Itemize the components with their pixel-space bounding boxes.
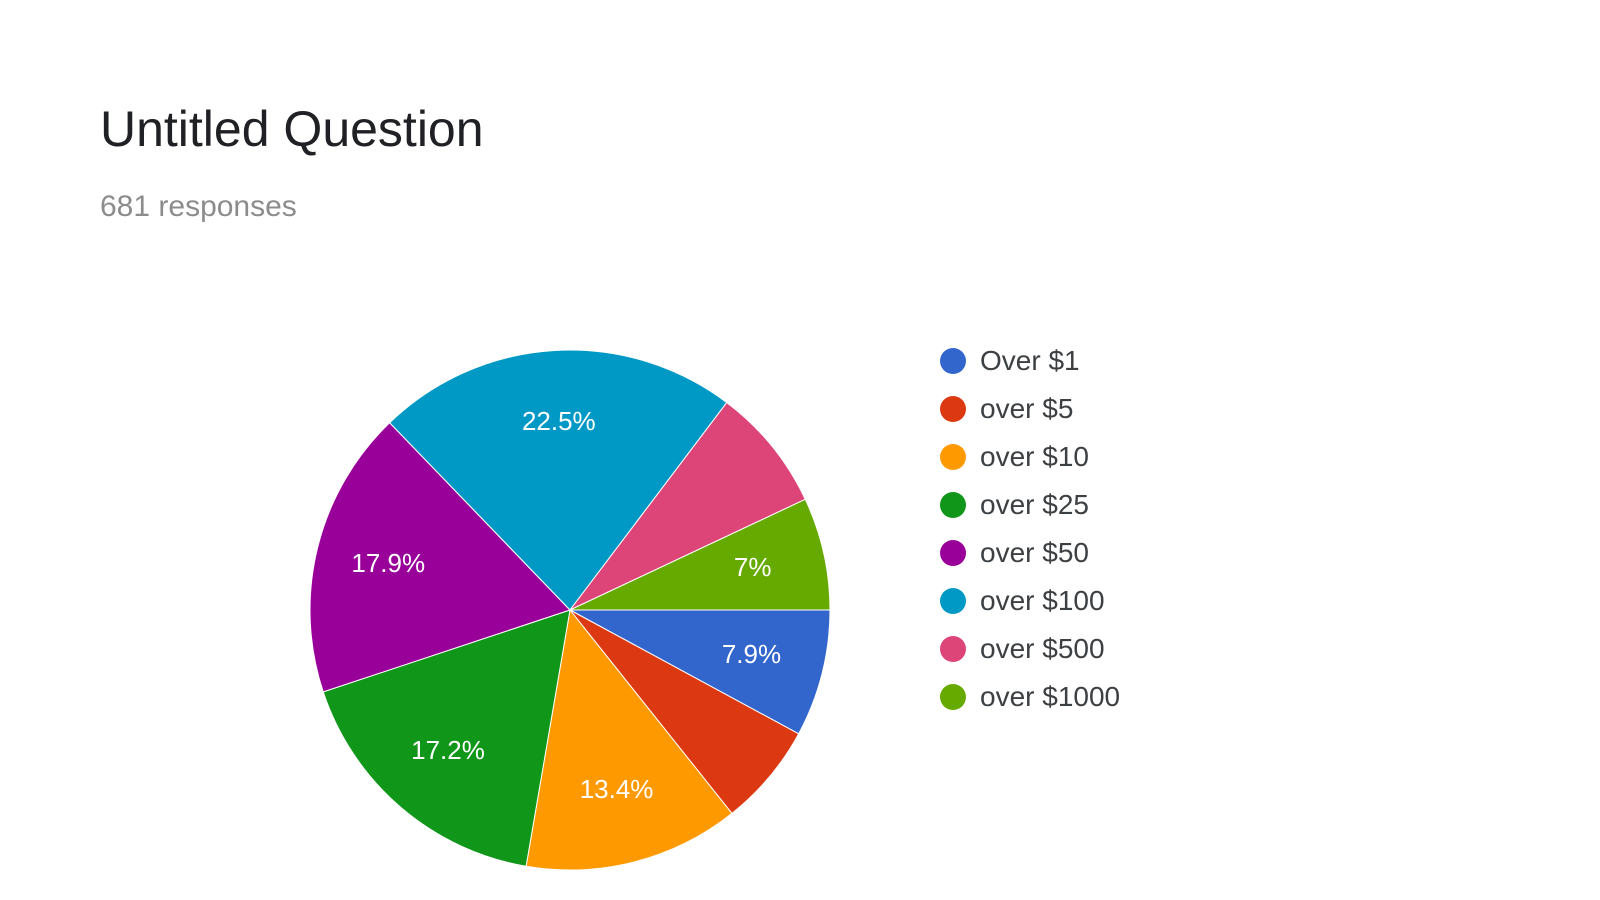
legend-label: over $500	[980, 633, 1105, 665]
legend-label: over $25	[980, 489, 1089, 521]
legend-swatch	[940, 636, 966, 662]
legend-swatch	[940, 684, 966, 710]
legend-label: over $50	[980, 537, 1089, 569]
legend-swatch	[940, 444, 966, 470]
legend-swatch	[940, 492, 966, 518]
chart-legend: Over $1 over $5 over $10 over $25 over $50 ov…	[940, 345, 1120, 729]
legend-label: Over $1	[980, 345, 1080, 377]
legend-label: over $100	[980, 585, 1105, 617]
pie-slice-label: 17.2%	[411, 735, 485, 765]
page-root: Untitled Question 681 responses 7.9% 13.4…	[0, 0, 1600, 900]
legend-item[interactable]: Over $1	[940, 345, 1120, 377]
pie-chart: 7.9% 13.4% 17.2% 17.9% 22.5% 7%	[300, 340, 840, 880]
pie-slice-label: 7%	[734, 552, 772, 582]
legend-swatch	[940, 396, 966, 422]
legend-swatch	[940, 540, 966, 566]
legend-label: over $5	[980, 393, 1073, 425]
legend-item[interactable]: over $5	[940, 393, 1120, 425]
pie-slice-label: 22.5%	[522, 406, 596, 436]
legend-item[interactable]: over $25	[940, 489, 1120, 521]
responses-count: 681 responses	[100, 190, 297, 224]
pie-slice-label: 7.9%	[722, 639, 781, 669]
legend-item[interactable]: over $50	[940, 537, 1120, 569]
legend-label: over $10	[980, 441, 1089, 473]
legend-item[interactable]: over $500	[940, 633, 1120, 665]
legend-item[interactable]: over $10	[940, 441, 1120, 473]
legend-label: over $1000	[980, 681, 1120, 713]
legend-item[interactable]: over $100	[940, 585, 1120, 617]
pie-slice-label: 13.4%	[580, 774, 654, 804]
pie-slice-label: 17.9%	[351, 548, 425, 578]
legend-swatch	[940, 588, 966, 614]
question-title: Untitled Question	[100, 100, 484, 158]
legend-item[interactable]: over $1000	[940, 681, 1120, 713]
legend-swatch	[940, 348, 966, 374]
